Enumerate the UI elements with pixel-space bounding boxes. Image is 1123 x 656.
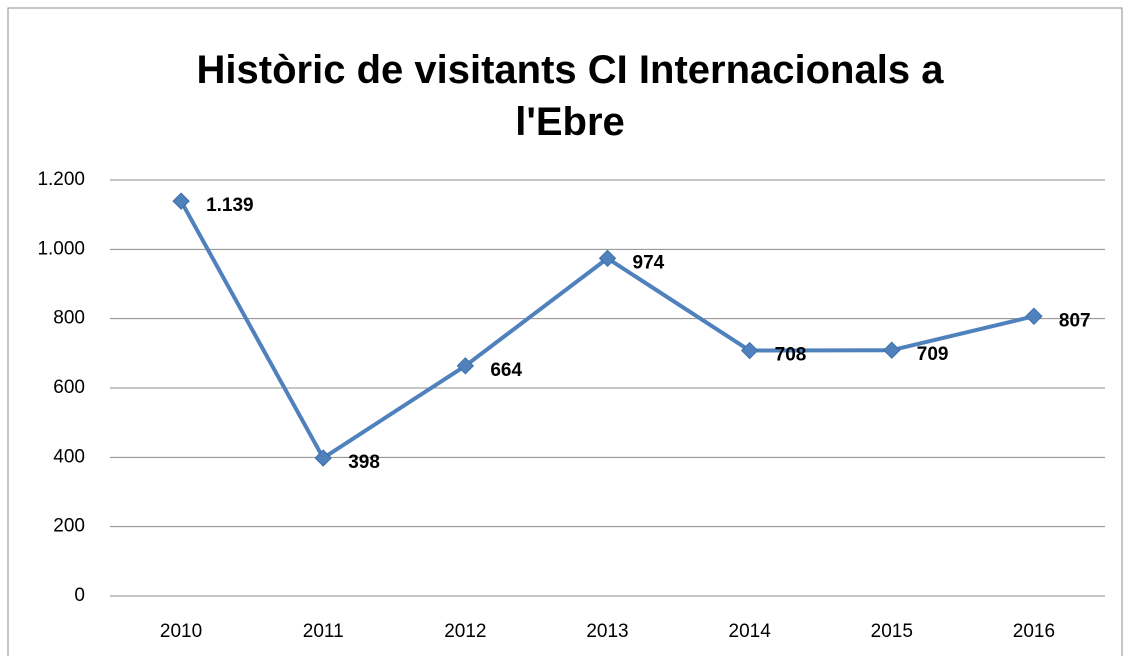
data-label: 398 [348,452,380,473]
data-label: 709 [917,344,949,365]
data-line [179,200,1035,461]
y-tick-label: 600 [53,377,85,398]
data-marker [598,249,617,268]
data-label: 1.139 [206,195,254,216]
chart-title: Històric de visitants CI Internacionals … [196,48,944,144]
data-marker [740,341,759,360]
y-tick-label: 400 [53,446,85,467]
x-tick-label: 2012 [444,621,486,642]
data-marker [883,341,901,359]
data-marker [456,357,475,375]
data-marker [314,449,332,467]
x-tick-label: 2013 [586,621,628,642]
data-label: 807 [1059,310,1091,331]
x-tick-label: 2010 [160,621,202,642]
x-tick-label: 2016 [1013,621,1055,642]
data-label: 708 [775,345,807,366]
data-label: 664 [490,360,522,381]
chart-border [7,7,1123,656]
y-tick-label: 1.000 [37,238,85,259]
data-label: 974 [633,252,665,273]
x-tick-label: 2014 [729,621,772,642]
y-tick-label: 0 [74,585,85,606]
x-tick-label: 2015 [871,621,913,642]
y-tick-label: 800 [53,308,85,329]
y-tick-label: 1.200 [37,169,85,190]
data-marker [172,192,190,210]
y-tick-label: 200 [53,516,85,537]
data-marker [1025,307,1043,325]
x-tick-label: 2011 [303,621,344,642]
